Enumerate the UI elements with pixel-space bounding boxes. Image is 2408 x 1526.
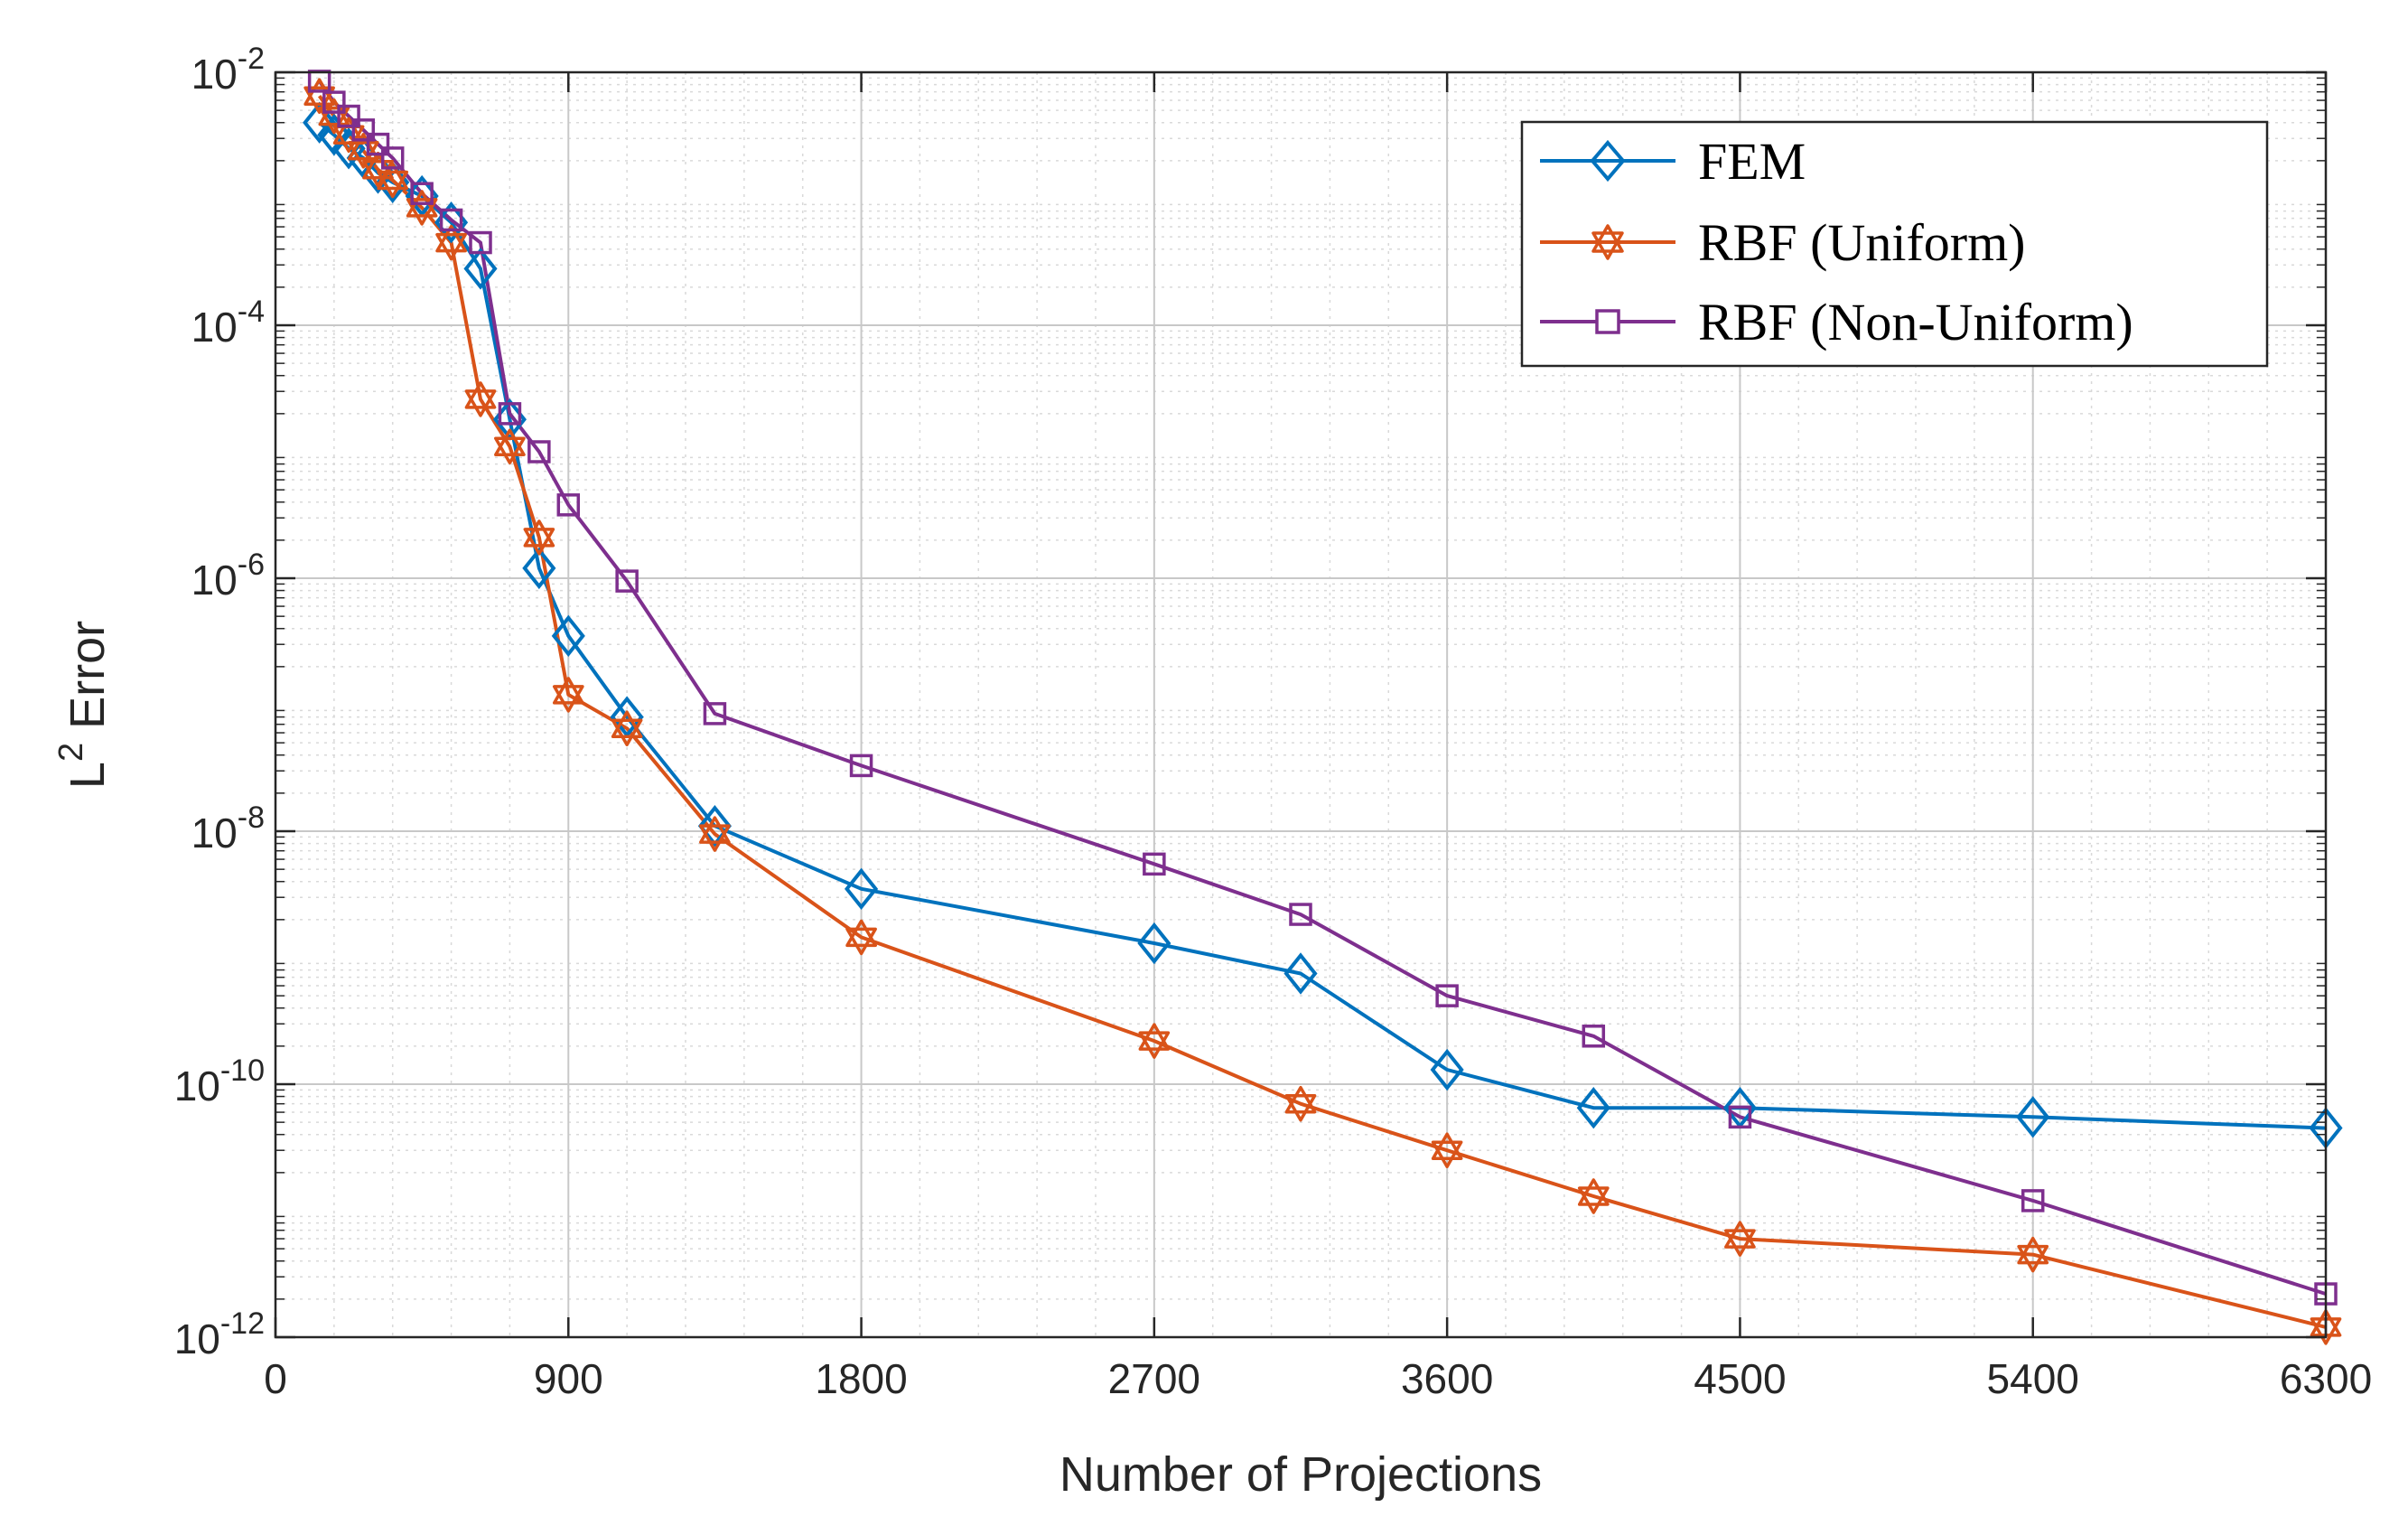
x-tick-label: 1800: [815, 1355, 907, 1402]
series-line-rbf-non-uniform: [317, 80, 2327, 1297]
data-point-rbf-non-uniform: [410, 182, 434, 205]
x-tick-label: 5400: [1987, 1355, 2079, 1402]
data-point-rbf-non-uniform: [703, 702, 727, 726]
data-point-rbf-uniform: [699, 816, 731, 852]
legend-label-rbf-uniform: RBF (Uniform): [1698, 213, 2026, 272]
data-point-fem: [1283, 952, 1318, 995]
data-point-rbf-uniform: [523, 520, 555, 556]
data-point-rbf-non-uniform: [469, 230, 492, 255]
y-axis-label-base: L: [61, 762, 115, 789]
y-tick-label: 10-2: [191, 42, 265, 98]
x-tick-label: 6300: [2280, 1355, 2372, 1402]
data-point-fem: [303, 101, 337, 144]
data-point-rbf-uniform: [2017, 1236, 2049, 1273]
data-point-fem: [463, 248, 498, 290]
y-tick-label: 10-6: [191, 548, 265, 604]
data-point-rbf-non-uniform: [1289, 903, 1312, 926]
data-point-rbf-uniform: [611, 710, 643, 746]
y-tick-base: 10: [174, 1315, 220, 1362]
legend-marker-rbf-nonuniform: [1595, 309, 1620, 334]
data-point-fem: [1430, 1048, 1464, 1091]
data-point-rbf-uniform: [435, 224, 467, 261]
legend: FEM RBF (Uniform) RBF (Non-Uniform): [1520, 120, 2269, 368]
data-point-fem: [1137, 922, 1171, 965]
data-point-rbf-non-uniform: [337, 104, 360, 128]
axis-ticks: [274, 70, 2328, 1339]
data-point-rbf-uniform: [1138, 1023, 1171, 1059]
data-point-rbf-non-uniform: [322, 90, 346, 114]
data-point-rbf-non-uniform: [366, 132, 390, 156]
data-point-fem: [2016, 1096, 2050, 1138]
legend-marker-rbf-uniform: [1591, 224, 1624, 260]
data-point-rbf-uniform: [1431, 1132, 1463, 1168]
x-tick-label: 4500: [1694, 1355, 1786, 1402]
data-point-rbf-non-uniform: [439, 208, 463, 232]
data-point-rbf-non-uniform: [1728, 1105, 1752, 1129]
data-point-fem: [1576, 1086, 1610, 1129]
y-tick-base: 10: [191, 557, 238, 604]
y-tick-exponent: -4: [238, 295, 265, 329]
data-point-rbf-uniform: [1284, 1085, 1317, 1122]
data-point-rbf-uniform: [1577, 1178, 1610, 1214]
y-tick-label: 10-12: [174, 1306, 265, 1362]
x-tick-label: 3600: [1401, 1355, 1493, 1402]
data-point-rbf-uniform: [845, 919, 877, 956]
plot-frame: [274, 70, 2328, 1339]
y-tick-base: 10: [191, 810, 238, 857]
y-axis-label: L2 Error: [52, 621, 115, 789]
data-point-fem: [697, 805, 732, 847]
x-tick-label: 900: [534, 1355, 603, 1402]
y-tick-exponent: -8: [238, 800, 265, 835]
legend-label-rbf-nonuniform: RBF (Non-Uniform): [1698, 293, 2133, 351]
data-point-rbf-non-uniform: [351, 118, 376, 142]
legend-marker-fem: [1590, 139, 1626, 183]
y-tick-label: 10-4: [191, 295, 265, 351]
x-tick-label: 0: [264, 1355, 287, 1402]
data-point-rbf-non-uniform: [849, 754, 873, 778]
data-point-fem: [551, 614, 585, 658]
data-point-rbf-non-uniform: [527, 440, 551, 463]
data-point-rbf-non-uniform: [1143, 852, 1166, 876]
data-point-rbf-uniform: [1724, 1221, 1756, 1257]
data-point-rbf-non-uniform: [498, 402, 522, 426]
data-point-rbf-uniform: [377, 162, 409, 199]
data-point-rbf-non-uniform: [615, 569, 639, 593]
x-tick-labels: 0 900 1800 2700 3600 4500 5400 6300: [264, 1355, 2372, 1402]
data-point-rbf-uniform: [464, 381, 497, 417]
data-point-rbf-non-uniform: [1582, 1025, 1606, 1048]
y-tick-base: 10: [174, 1063, 220, 1109]
y-tick-exponent: -2: [238, 42, 265, 76]
series-markers: [303, 70, 2343, 1345]
data-point-rbf-non-uniform: [2021, 1189, 2045, 1212]
y-tick-exponent: -6: [238, 548, 265, 582]
y-axis-label-text: Error: [61, 621, 115, 743]
y-axis-label-superscript: 2: [52, 743, 90, 762]
y-tick-exponent: -10: [220, 1053, 265, 1088]
data-point-fem: [845, 867, 879, 911]
x-tick-label: 2700: [1108, 1355, 1200, 1402]
legend-label-fem: FEM: [1698, 132, 1806, 191]
y-tick-exponent: -12: [220, 1306, 265, 1341]
data-point-rbf-uniform: [494, 428, 526, 464]
x-axis-label: Number of Projections: [1059, 1447, 1542, 1502]
y-tick-label: 10-10: [174, 1053, 265, 1109]
y-tick-base: 10: [191, 51, 238, 98]
y-tick-base: 10: [191, 304, 238, 351]
data-point-rbf-non-uniform: [1435, 984, 1459, 1007]
data-point-fem: [522, 547, 556, 590]
data-point-rbf-non-uniform: [380, 146, 405, 170]
data-point-rbf-non-uniform: [556, 493, 581, 517]
data-point-rbf-uniform: [552, 677, 584, 713]
y-tick-label: 10-8: [191, 800, 265, 857]
